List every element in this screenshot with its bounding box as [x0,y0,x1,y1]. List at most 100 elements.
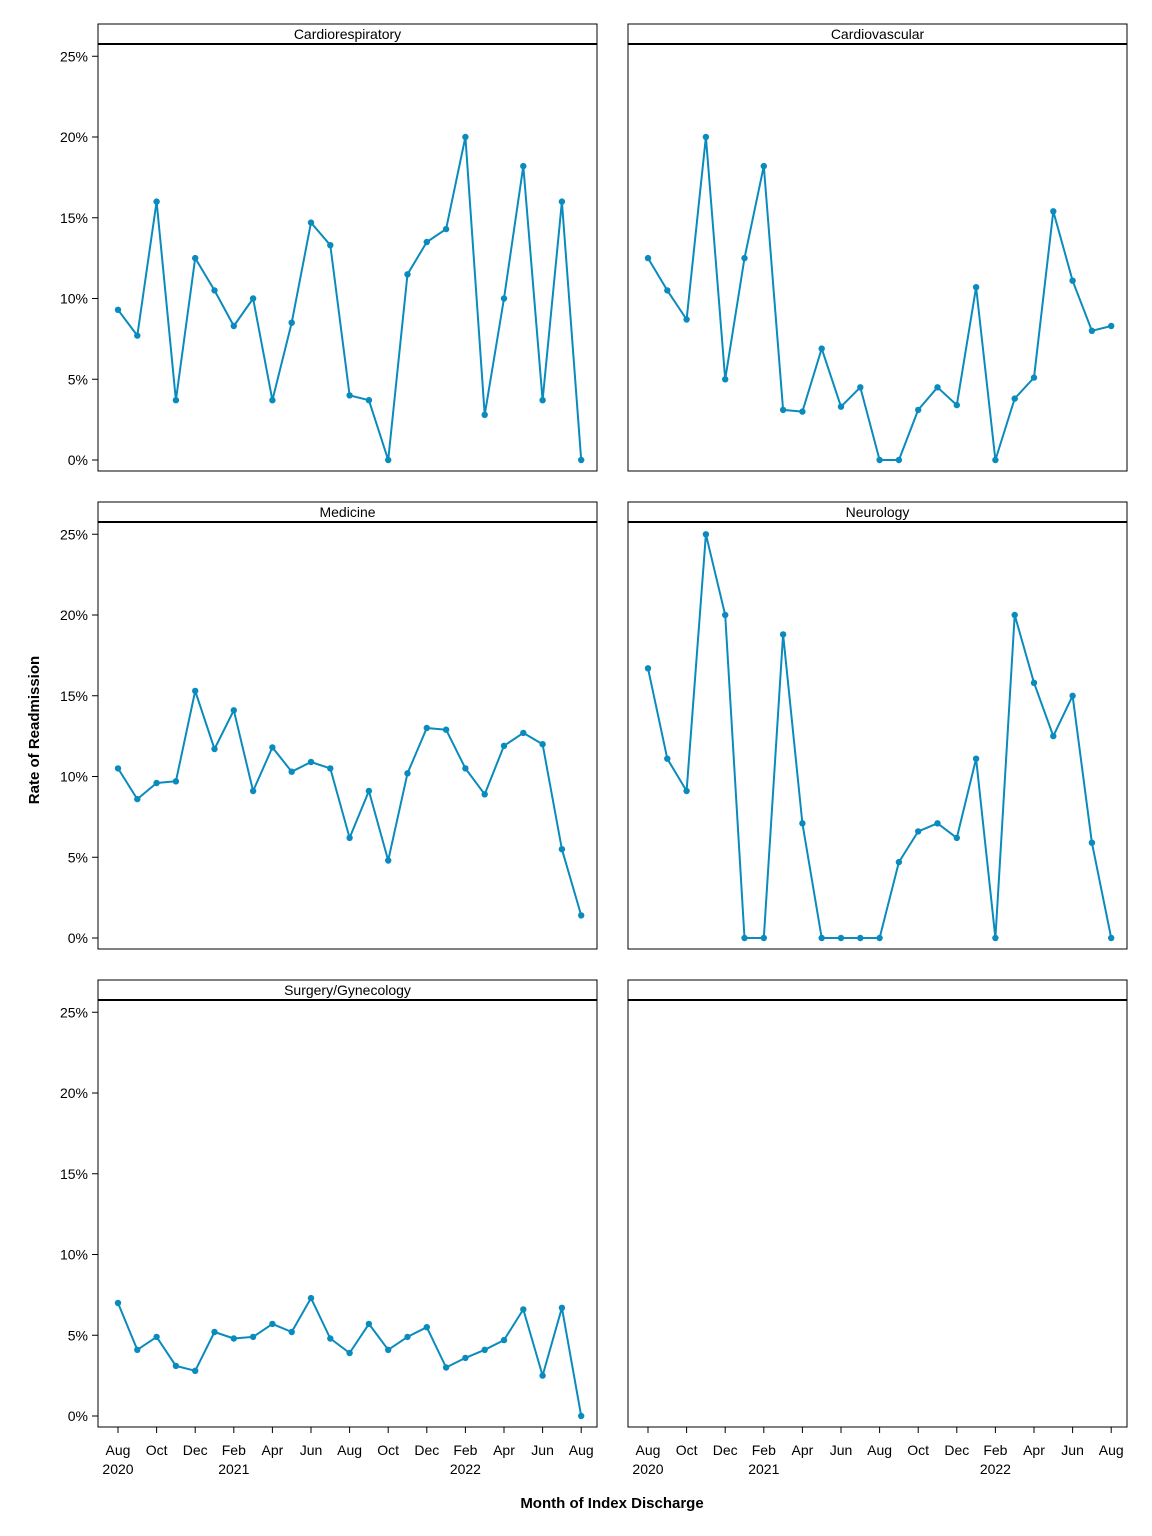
data-point [1011,611,1018,619]
data-point [249,1333,257,1341]
data-point [915,828,922,835]
x-tick-year-label: 2021 [748,1461,779,1477]
data-point [500,1336,508,1344]
data-point [153,198,160,205]
data-point [346,834,353,842]
data-point [915,406,922,414]
data-point [520,1306,527,1313]
x-tick-label: Aug [106,1442,131,1458]
data-point [779,406,787,414]
x-tick-label: Dec [414,1442,439,1458]
x-tick-label: Jun [300,1442,323,1458]
data-point [288,768,295,775]
x-tick-year-label: 2020 [632,1461,663,1477]
panel: Medicine [97,501,598,950]
data-point [288,319,295,326]
y-tick-label: 5% [68,1327,88,1343]
series-line [117,689,583,916]
data-point [134,332,141,339]
data-point [1108,934,1115,942]
data-point [722,611,729,619]
series-line [117,1297,583,1417]
data-point [346,1349,353,1357]
y-tick-label: 10% [60,769,88,785]
data-point [799,408,806,415]
x-tick-label: Apr [1023,1442,1045,1458]
y-tick-label: 0% [68,1408,88,1424]
data-point [346,392,353,399]
x-tick-label: Jun [531,1442,554,1458]
data-point [818,934,825,942]
data-point [1069,692,1076,699]
data-point [539,741,546,748]
data-point [722,376,729,383]
data-point [365,397,373,404]
data-point [462,1354,469,1362]
data-point [1050,732,1057,740]
data-point [683,787,690,795]
data-point [365,1320,373,1328]
data-point [1050,208,1057,215]
panel: Surgery/Gynecology [97,979,598,1428]
panel-strip-label: Cardiorespiratory [294,26,401,42]
x-tick-year-label: 2022 [980,1461,1011,1477]
data-point [307,219,315,226]
data-point [818,345,825,352]
x-tick-label: Oct [907,1442,929,1458]
panel: Cardiovascular [627,23,1128,472]
data-point [153,779,160,787]
data-point [481,791,488,798]
data-point [500,295,508,302]
data-point [462,765,469,772]
data-point [972,284,980,291]
data-point [442,225,450,233]
data-point [172,397,180,404]
data-point [327,765,334,772]
data-point [249,787,257,795]
data-point [462,133,469,141]
y-tick-label: 20% [60,129,88,145]
y-tick-label: 5% [68,849,88,865]
x-tick-label: Feb [752,1442,776,1458]
data-point [1011,395,1018,402]
data-point [307,758,315,766]
data-point [558,846,566,853]
data-point [799,820,806,827]
panels-layer: Cardiorespiratory Cardiovascular Medicine N… [97,23,1128,1428]
data-point [953,834,960,842]
data-point [134,795,141,803]
x-axes-layer: Aug 2020 Oct Dec Feb 2021 Apr Jun Aug Oct Dec Feb 20… [102,1427,1124,1477]
y-tick-label: 25% [60,526,88,542]
data-point [953,401,960,409]
data-point [895,858,903,866]
data-point [192,1367,199,1375]
data-point [423,724,430,732]
x-tick-year-label: 2022 [450,1461,481,1477]
x-tick-label: Oct [676,1442,698,1458]
data-point [134,1346,141,1354]
data-point [365,787,373,795]
panel-frame [97,23,598,472]
data-point [702,133,710,141]
data-point [876,456,883,464]
panel-frame [627,501,1128,950]
y-tick-label: 15% [60,210,88,226]
data-point [327,242,334,249]
x-tick-label: Oct [146,1442,168,1458]
data-point [1108,322,1115,330]
data-point [307,1294,315,1302]
panel-frame [627,23,1128,472]
data-point [1088,327,1096,334]
x-tick-label: Aug [337,1442,362,1458]
data-point [644,254,652,262]
data-point [211,287,218,294]
data-point [702,531,710,538]
data-point [741,254,748,262]
data-point [520,729,527,737]
y-tick-label: 25% [60,48,88,64]
x-tick-label: Feb [222,1442,246,1458]
data-point [211,745,218,753]
data-point [423,238,430,246]
data-point [760,934,767,942]
data-point [211,1328,218,1336]
